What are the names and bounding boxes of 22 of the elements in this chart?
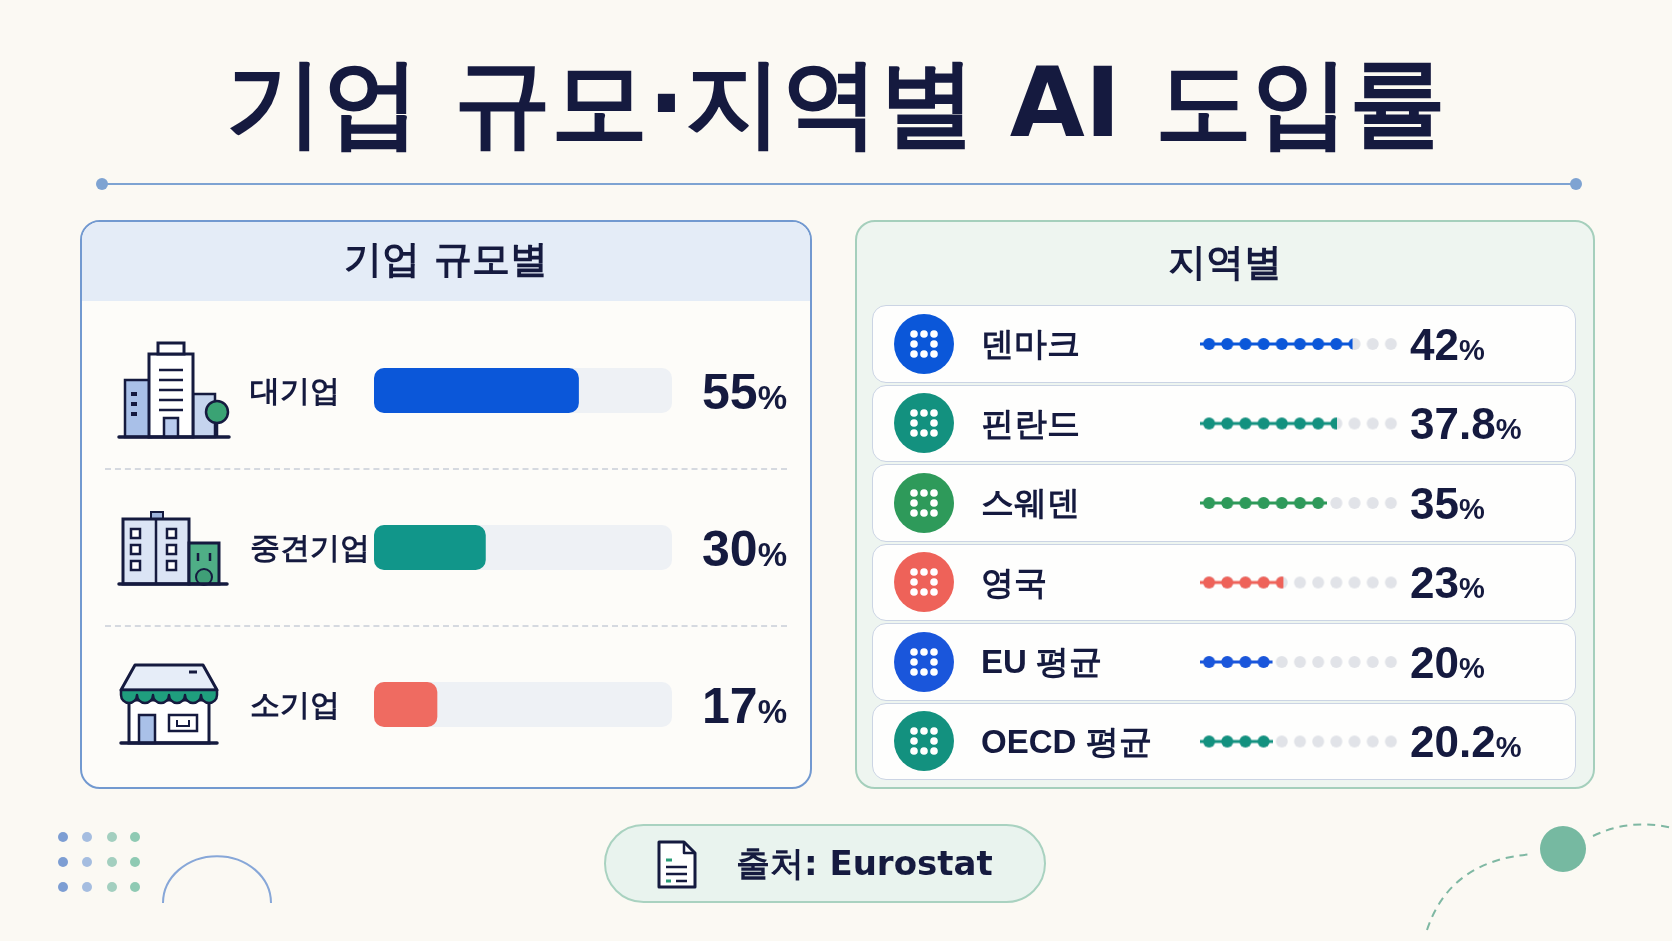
data-label: 30%	[702, 520, 787, 577]
chart-subtitle: 기업 규모별	[80, 220, 812, 299]
y-tick-label: 핀란드	[981, 404, 1080, 442]
y-tick-label: EU 평균	[981, 643, 1103, 681]
data-label: 23%	[1410, 558, 1485, 608]
y-tick-label: 덴마크	[981, 325, 1080, 363]
y-tick-label: 대기업	[250, 373, 340, 408]
y-tick-label: 중견기업	[250, 530, 370, 565]
y-tick-label: 영국	[981, 563, 1047, 601]
chart-title: 지역별	[1167, 239, 1283, 286]
data-label: 20%	[1410, 637, 1485, 687]
source-note: 출처: Eurostat	[736, 843, 993, 883]
y-tick-label: OECD 평균	[981, 722, 1152, 760]
data-label: 35%	[1410, 478, 1485, 528]
data-label: 20.2%	[1410, 717, 1522, 767]
data-label: 55%	[702, 363, 787, 420]
data-label: 17%	[702, 677, 787, 734]
data-label: 37.8%	[1410, 399, 1522, 449]
y-tick-label: 스웨덴	[981, 484, 1080, 522]
chart-title: 기업 규모·지역별 AI 도입률	[225, 45, 1447, 161]
y-tick-label: 소기업	[250, 687, 340, 722]
data-label: 42%	[1410, 319, 1485, 369]
